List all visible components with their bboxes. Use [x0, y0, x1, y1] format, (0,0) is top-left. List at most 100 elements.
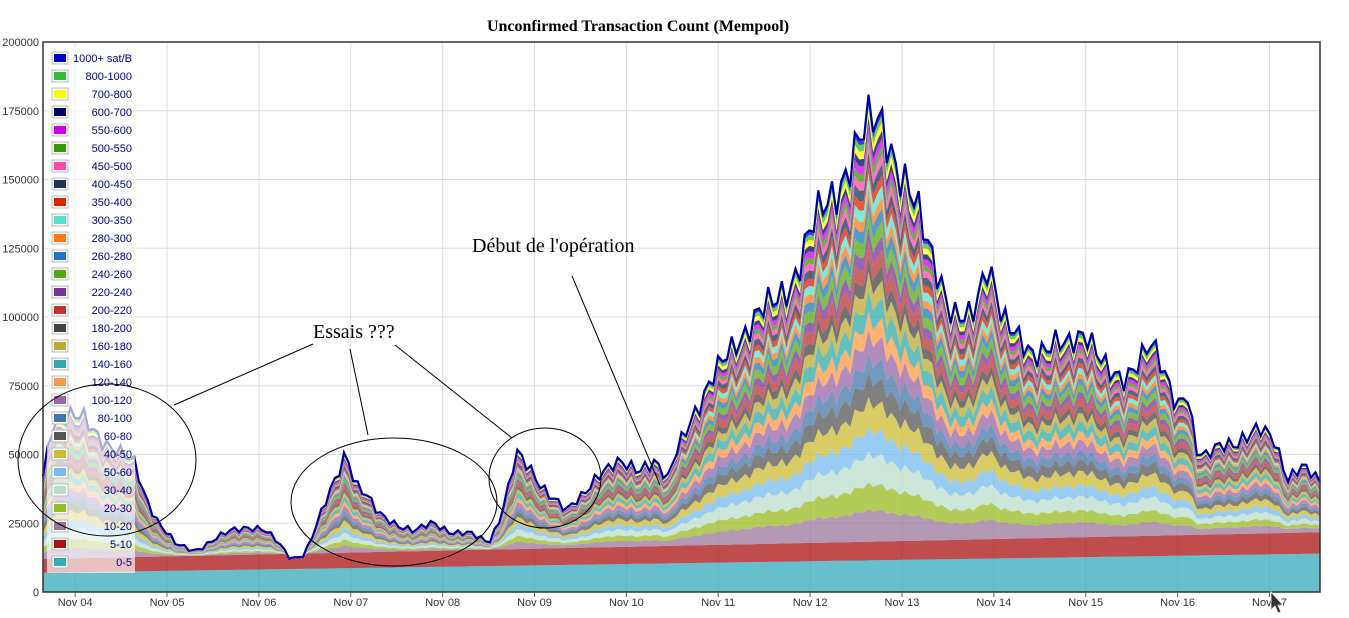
annotation-ellipse-3 — [488, 427, 602, 529]
legend-item: 300-350 — [51, 213, 132, 227]
legend-label: 400-450 — [92, 179, 132, 191]
legend-label: 260-280 — [92, 251, 132, 263]
legend-item: 260-280 — [51, 249, 132, 263]
legend-item: 140-160 — [51, 357, 132, 371]
legend-item: 1000+ sat/B — [51, 51, 132, 65]
legend-swatch — [54, 72, 66, 80]
x-tick-label: Nov 07 — [333, 597, 368, 609]
legend-label: 100-120 — [92, 395, 132, 407]
annotation-debut: Début de l'opération — [472, 235, 634, 257]
legend-label: 20-30 — [104, 503, 132, 515]
stacked-areas — [43, 94, 1320, 592]
x-tick-label: Nov 05 — [150, 597, 185, 609]
legend-item: 120-140 — [51, 375, 132, 389]
legend-swatch — [54, 414, 66, 422]
x-tick-label: Nov 15 — [1068, 597, 1103, 609]
legend-swatch — [54, 450, 66, 458]
legend-label: 550-600 — [92, 125, 132, 137]
legend-label: 0-5 — [116, 557, 132, 569]
x-tick-label: Nov 08 — [425, 597, 460, 609]
legend-item: 40-50 — [51, 447, 132, 461]
legend-label: 700-800 — [92, 89, 132, 101]
legend-item: 5-10 — [51, 537, 132, 551]
legend-label: 10-20 — [104, 521, 132, 533]
legend-swatch — [54, 468, 66, 476]
legend-swatch — [54, 180, 66, 188]
legend-swatch — [54, 432, 66, 440]
chart-title: Unconfirmed Transaction Count (Mempool) — [487, 18, 789, 35]
legend-swatch — [54, 504, 66, 512]
legend-label: 220-240 — [92, 287, 132, 299]
legend-item: 80-100 — [51, 411, 132, 425]
annotation-ellipse-2 — [290, 437, 498, 567]
area-40-50 — [43, 397, 1320, 559]
legend-entries: 1000+ sat/B 800-1000 700-800 600-700 550-600… — [51, 51, 133, 569]
legend-item: 800-1000 — [51, 69, 133, 83]
legend-item: 60-80 — [51, 429, 132, 443]
legend-item: 30-40 — [51, 483, 132, 497]
legend-label: 240-260 — [92, 269, 132, 281]
legend-label: 200-220 — [92, 305, 132, 317]
legend-swatch — [54, 342, 66, 350]
legend-label: 80-100 — [98, 413, 132, 425]
x-tick-label: Nov 10 — [609, 597, 644, 609]
y-tick-label: 25000 — [8, 518, 39, 530]
legend-label: 1000+ sat/B — [73, 53, 132, 65]
y-axis-ticks: 0 25000 50000 75000 100000 125000 150000 175000… — [2, 37, 39, 599]
legend-label: 450-500 — [92, 161, 132, 173]
legend-label: 40-50 — [104, 449, 132, 461]
legend-swatch — [54, 522, 66, 530]
area-60-80 — [43, 372, 1320, 559]
x-tick-label: Nov 06 — [241, 597, 276, 609]
legend-label: 30-40 — [104, 485, 132, 497]
legend-label: 500-550 — [92, 143, 132, 155]
legend-swatch — [54, 162, 66, 170]
legend-item: 600-700 — [51, 105, 132, 119]
legend-item: 160-180 — [51, 339, 132, 353]
x-tick-label: Nov 11 — [701, 597, 735, 609]
x-tick-label: Nov 04 — [58, 597, 93, 609]
area-80-100 — [43, 352, 1320, 559]
x-tick-label: Nov 16 — [1160, 597, 1195, 609]
legend-label: 140-160 — [92, 359, 132, 371]
legend-swatch — [54, 360, 66, 368]
legend-item: 220-240 — [51, 285, 132, 299]
total-count-line — [41, 94, 1321, 561]
annotation-arrow-3 — [394, 344, 513, 439]
y-tick-label: 150000 — [2, 175, 39, 187]
area-30-40 — [43, 451, 1320, 559]
y-tick-label: 75000 — [8, 381, 39, 393]
legend-label: 60-80 — [104, 431, 132, 443]
x-tick-label: Nov 09 — [517, 597, 552, 609]
annotation-ellipse-1 — [17, 383, 197, 537]
plot-frame — [42, 41, 1321, 593]
legend-swatch — [54, 252, 66, 260]
legend-item: 700-800 — [51, 87, 132, 101]
area-20-30 — [43, 482, 1320, 559]
legend-swatch — [54, 126, 66, 134]
legend-swatch — [54, 324, 66, 332]
legend-item: 200-220 — [51, 303, 132, 317]
area-50-60 — [43, 425, 1320, 559]
legend-swatch — [54, 90, 66, 98]
legend-item: 450-500 — [51, 159, 132, 173]
legend-swatch — [54, 198, 66, 206]
legend-label: 50-60 — [104, 467, 132, 479]
legend-label: 160-180 — [92, 341, 132, 353]
x-axis-ticks: Nov 04 Nov 05 Nov 06 Nov 07 Nov 08 Nov 09 Nov … — [58, 592, 1287, 609]
legend-item: 550-600 — [51, 123, 132, 137]
legend-box: 1000+ sat/B 800-1000 700-800 600-700 550-600… — [47, 47, 135, 573]
annotations: Essais ??? Début de l'opération — [17, 235, 661, 567]
legend-swatch — [54, 378, 66, 386]
x-tick-label: Nov 14 — [976, 597, 1011, 609]
legend-item: 10-20 — [51, 519, 132, 533]
area-10-20 — [43, 509, 1320, 559]
y-tick-label: 0 — [33, 587, 39, 599]
legend-swatch — [54, 558, 66, 566]
cursor-icon — [1270, 590, 1284, 614]
legend-label: 800-1000 — [86, 71, 133, 83]
y-tick-label: 100000 — [2, 312, 39, 324]
x-tick-label: Nov 13 — [885, 597, 920, 609]
y-tick-label: 175000 — [2, 106, 39, 118]
